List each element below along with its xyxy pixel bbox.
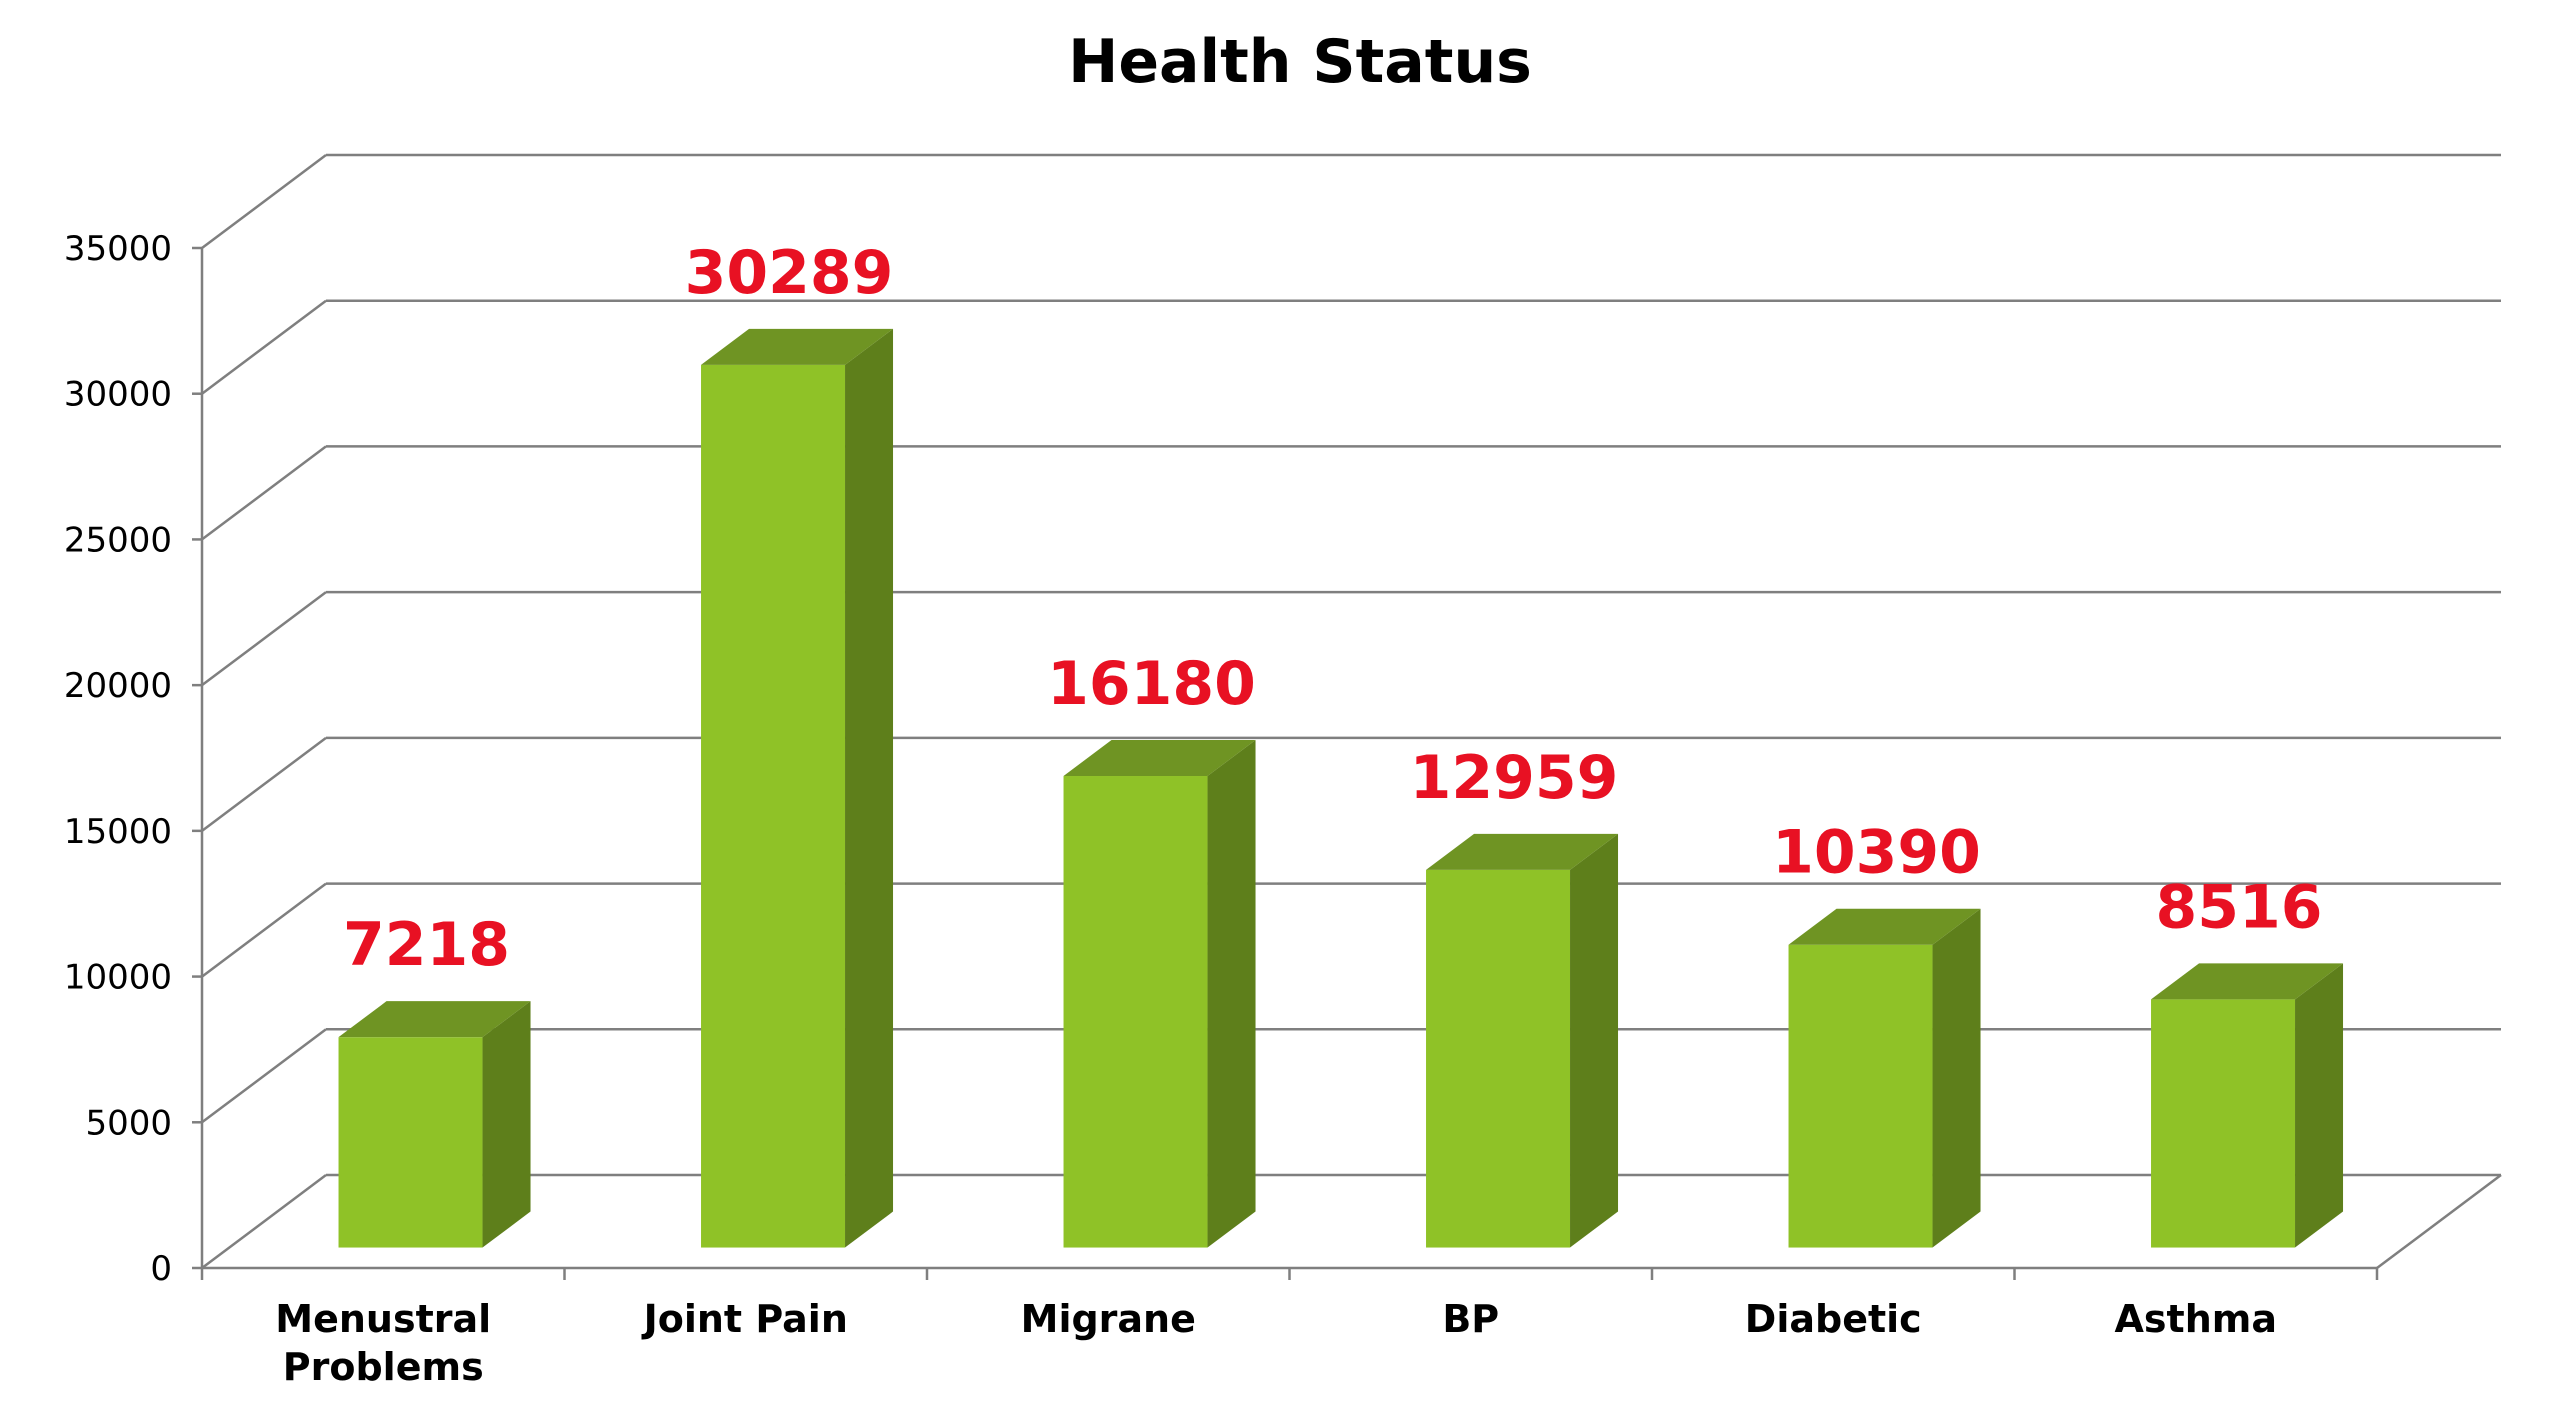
gridline-diagonal: [201, 591, 327, 687]
y-tick-label: 30000: [64, 375, 172, 415]
bar-front: [1788, 944, 1933, 1248]
bar-top: [1426, 833, 1619, 870]
bars: [338, 328, 2344, 1248]
chart-title: Health Status: [1068, 27, 1532, 97]
y-tick-label: 20000: [64, 666, 172, 706]
gridline-diagonal: [201, 882, 327, 978]
bar-top: [1788, 908, 1981, 945]
bar-front: [2151, 999, 2296, 1248]
data-label: 8516: [2156, 872, 2323, 942]
data-label: 16180: [1047, 649, 1256, 719]
bar: [1426, 833, 1619, 1248]
gridline-diagonal: [201, 154, 327, 249]
bar-side: [1207, 740, 1256, 1248]
bar-front: [338, 1037, 483, 1248]
gridline-diagonal: [201, 736, 327, 832]
y-tick-label: 15000: [64, 812, 172, 852]
y-axis: 0 5000 10000 15000 20000 25000 30000 35000: [64, 229, 204, 1289]
x-tick-label: Migrane: [1021, 1297, 1196, 1341]
x-tick-label: Menustral Problems: [275, 1297, 491, 1389]
gridline-diagonal: [201, 299, 327, 395]
y-tick-label: 25000: [64, 520, 172, 560]
bar: [2151, 963, 2344, 1248]
floor-edge: [2376, 1174, 2502, 1269]
y-tick-label: 35000: [64, 229, 172, 269]
bar-top: [338, 1001, 531, 1038]
bar-top: [1063, 740, 1256, 777]
chart-walls: [201, 153, 2502, 1269]
bar-top: [701, 328, 894, 365]
bar: [1063, 740, 1256, 1248]
data-labels: 7218 30289 16180 12959 10390 8516: [343, 238, 2323, 980]
y-tick-label: 0: [150, 1249, 172, 1289]
gridline-diagonal: [201, 1028, 327, 1124]
bar: [338, 1001, 531, 1248]
gridline-diagonal: [201, 1174, 327, 1269]
x-tick-label: Asthma: [2115, 1297, 2277, 1341]
x-tick-label: Joint Pain: [641, 1297, 848, 1341]
data-label: 10390: [1772, 818, 1981, 888]
x-tick-label: BP: [1442, 1297, 1499, 1341]
bar: [701, 328, 894, 1248]
bar-front: [701, 364, 846, 1248]
bar-front: [1063, 776, 1208, 1248]
x-axis: Menustral Problems Joint Pain Migrane BP Diab…: [200, 1266, 2379, 1389]
data-label: 7218: [343, 910, 510, 980]
y-tick-label: 5000: [85, 1103, 172, 1143]
bar-side: [482, 1001, 531, 1248]
data-label: 30289: [685, 238, 894, 308]
bar-top: [2151, 963, 2344, 1000]
bar-front: [1426, 869, 1571, 1248]
y-tick-label: 10000: [64, 958, 172, 998]
bar-side: [1570, 833, 1619, 1248]
x-tick-label: Diabetic: [1745, 1297, 1922, 1341]
bar: [1788, 908, 1981, 1248]
data-label: 12959: [1410, 743, 1619, 813]
gridline-diagonal: [201, 445, 327, 541]
bar-side: [2295, 963, 2344, 1248]
bar-side: [845, 328, 894, 1248]
bar-side: [1932, 908, 1981, 1248]
